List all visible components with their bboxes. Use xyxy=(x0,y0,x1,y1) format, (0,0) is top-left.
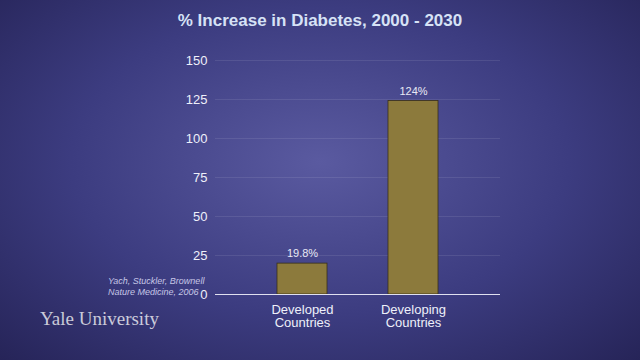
svg-text:50: 50 xyxy=(193,209,207,224)
svg-text:DevelopingCountries: DevelopingCountries xyxy=(381,302,446,330)
svg-text:DevelopedCountries: DevelopedCountries xyxy=(271,302,333,330)
svg-text:25: 25 xyxy=(193,248,207,263)
html-text:Nature Medicine, 2006: Nature Medicine, 2006 xyxy=(108,287,199,297)
html-text:% Increase in Diabetes, 2000 -: % Increase in Diabetes, 2000 - 2030 xyxy=(177,11,463,30)
svg-text:100: 100 xyxy=(186,131,208,146)
svg-text:0: 0 xyxy=(200,287,207,302)
svg-text:75: 75 xyxy=(193,170,207,185)
svg-text:19.8%: 19.8% xyxy=(287,247,318,259)
html-text:Yale University: Yale University xyxy=(40,308,159,329)
svg-text:124%: 124% xyxy=(399,85,427,97)
svg-text:125: 125 xyxy=(186,92,208,107)
html-text:Yach, Stuckler, Brownell: Yach, Stuckler, Brownell xyxy=(108,276,205,286)
svg-text:150: 150 xyxy=(186,53,208,68)
